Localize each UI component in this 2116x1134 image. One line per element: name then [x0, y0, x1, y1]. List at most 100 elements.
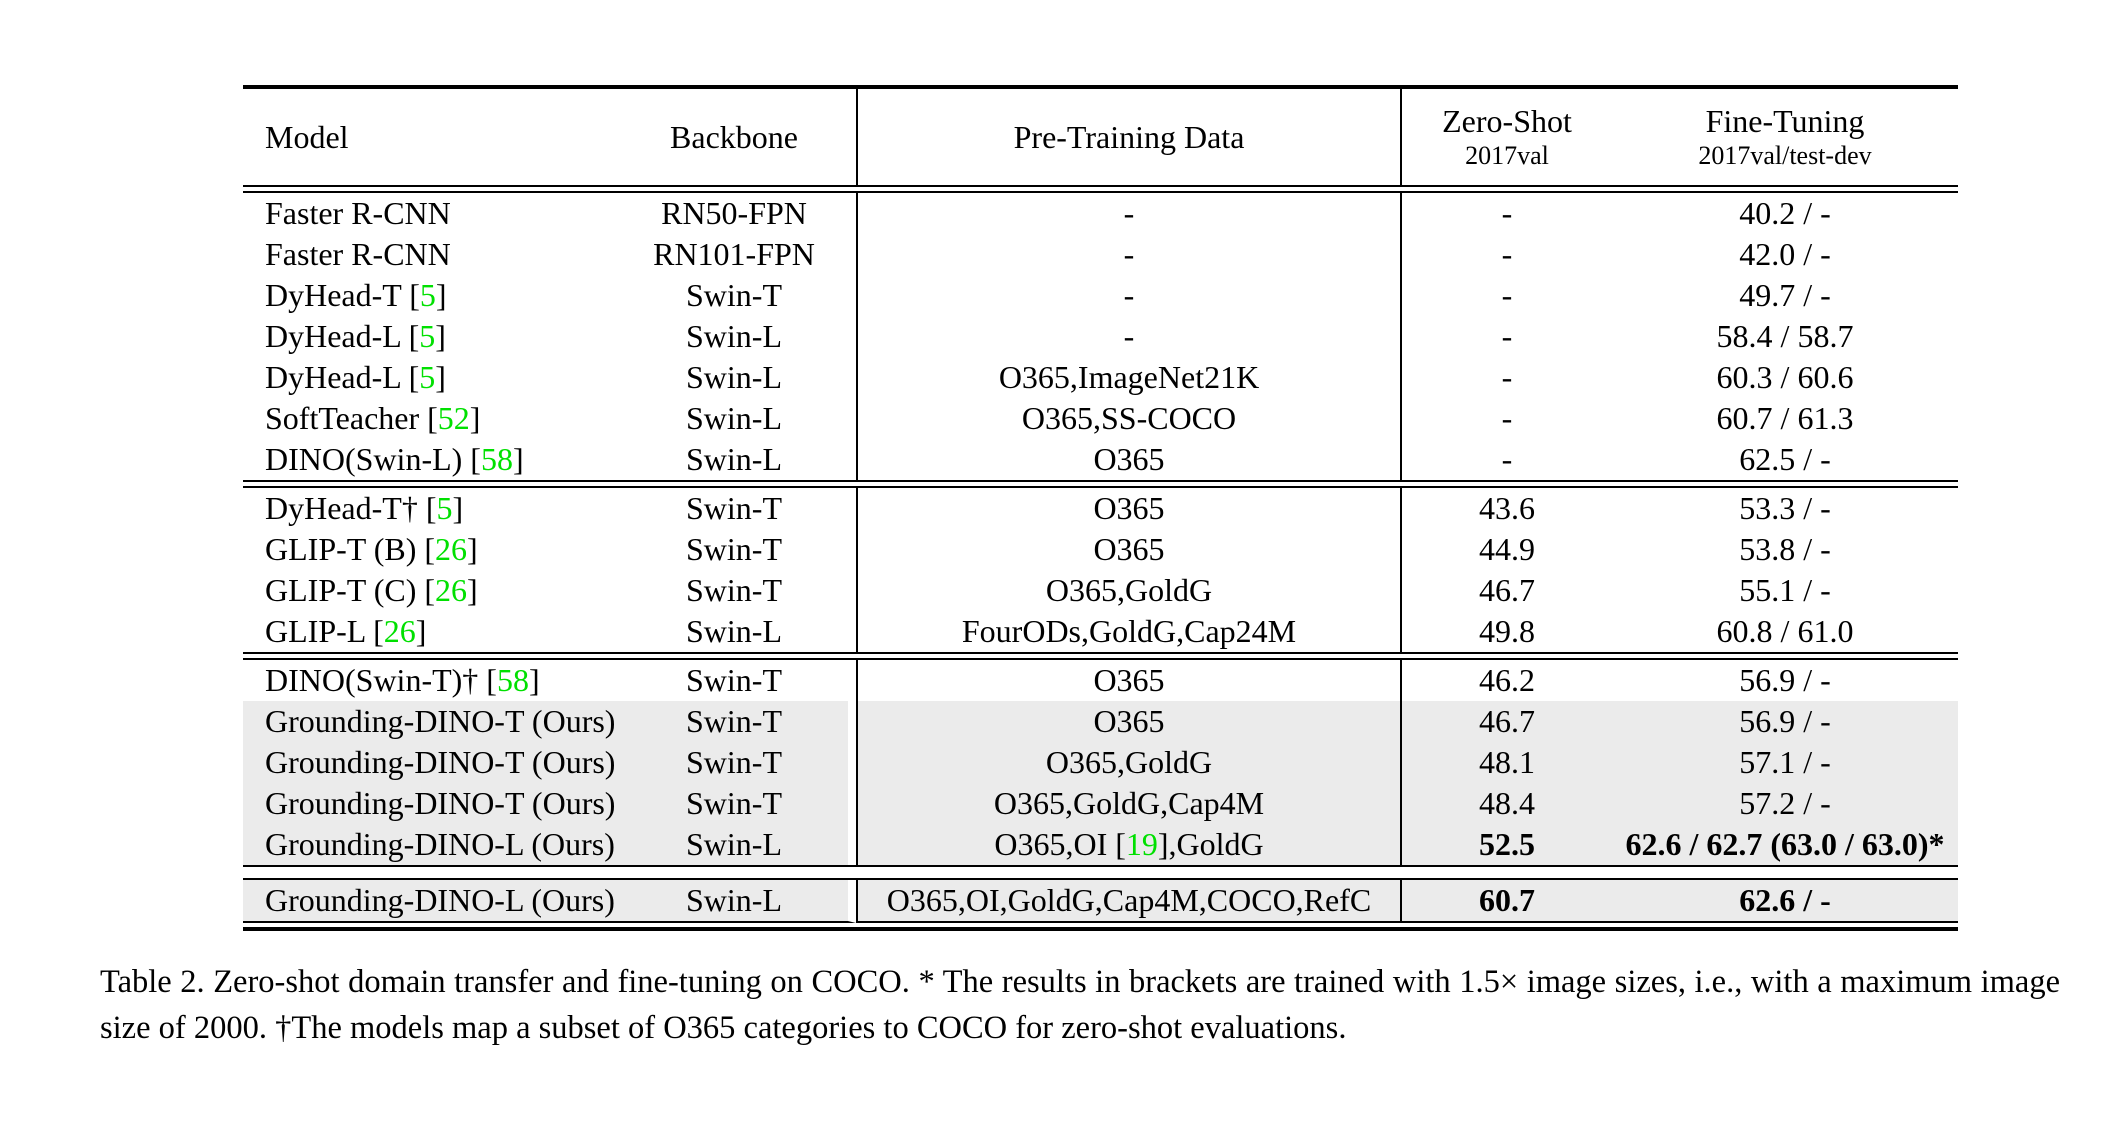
cell-pretrain: FourODs,GoldG,Cap24M [856, 611, 1400, 652]
column-header-model: Model [265, 118, 349, 155]
cell-model: GLIP-T (C) [26] [243, 570, 620, 611]
cell-backbone: Swin-T [620, 488, 856, 529]
text-segment: ] [467, 572, 478, 608]
header-separator [243, 185, 1958, 193]
table-bottom-rule [243, 923, 1958, 931]
cell-model: GLIP-L [26] [243, 611, 620, 652]
cell-model: Grounding-DINO-L (Ours) [243, 880, 620, 923]
cell-backbone: Swin-L [620, 398, 856, 439]
cell-zero-shot: 46.7 [1400, 570, 1612, 611]
cell-zero-shot: - [1400, 398, 1612, 439]
text-segment: DyHead-L [ [265, 318, 420, 354]
cell-pretrain: O365,GoldG [856, 570, 1400, 611]
cell-pretrain: - [856, 234, 1400, 275]
fine-tuning-sublabel: 2017val/test-dev [1698, 141, 1872, 170]
citation-number: 58 [480, 441, 513, 477]
text-segment: DyHead-L [ [265, 359, 420, 395]
citation-number: 5 [436, 490, 453, 526]
table-row: DyHead-L [5] Swin-L O365,ImageNet21K - 6… [243, 357, 1958, 398]
cell-fine-tuning: 60.3 / 60.6 [1716, 359, 1854, 395]
cell-backbone: Swin-T [620, 275, 856, 316]
cell-pretrain: O365,OI,GoldG,Cap4M,COCO,RefC [856, 880, 1400, 923]
text-segment: ] [415, 613, 427, 649]
cell-zero-shot: - [1400, 275, 1612, 316]
text-segment: ] [467, 531, 478, 567]
cell-fine-tuning: 62.6 / - [1612, 880, 1958, 923]
cell-model: GLIP-T (B) [26] [243, 529, 620, 570]
citation-number: 19 [1125, 826, 1158, 862]
cell-pretrain: - [856, 193, 1400, 234]
cell-fine-tuning: 49.7 / - [1739, 277, 1831, 313]
citation-number: 5 [419, 318, 436, 354]
cell-model: DyHead-L [5] [243, 357, 620, 398]
cell-zero-shot: 48.4 [1400, 783, 1612, 824]
cell-zero-shot: - [1400, 316, 1612, 357]
cell-backbone: Swin-L [620, 880, 856, 923]
table-row: Faster R-CNN RN101-FPN - - 42.0 / - [243, 234, 1958, 275]
table-caption: Table 2. Zero-shot domain transfer and f… [100, 964, 2060, 1047]
cell-zero-shot: 46.2 [1400, 660, 1612, 701]
text-segment: DINO(Swin-L) [ [265, 441, 481, 477]
cell-model: DyHead-T† [5] [243, 488, 620, 529]
text-segment: Grounding-DINO-L (Ours) [265, 882, 615, 918]
text-segment: Grounding-DINO-T (Ours) [265, 744, 616, 780]
cell-model: Grounding-DINO-L (Ours) [243, 824, 620, 865]
table-row: DINO(Swin-T)† [58] Swin-T O365 46.2 56.9… [243, 660, 1958, 701]
text-segment: ],GoldG [1157, 826, 1264, 862]
text-segment: O365 [1093, 441, 1165, 477]
text-segment: ] [452, 490, 464, 526]
cell-fine-tuning: 56.9 / - [1612, 701, 1958, 742]
cell-zero-shot: 52.5 [1400, 824, 1612, 865]
cell-pretrain: O365,GoldG [856, 742, 1400, 783]
text-segment: Grounding-DINO-T (Ours) [265, 703, 616, 739]
paper-page: Model Backbone Pre-Training Data Zero-Sh… [0, 85, 2116, 1134]
text-segment: O365,GoldG [1045, 744, 1213, 780]
header-row: Model Backbone Pre-Training Data Zero-Sh… [243, 89, 1958, 185]
cell-backbone: Swin-T [620, 742, 856, 783]
text-segment: GLIP-L [ [265, 613, 384, 649]
table-row: DyHead-T [5] Swin-T - - 49.7 / - [243, 275, 1958, 316]
table-row: GLIP-T (B) [26] Swin-T O365 44.9 53.8 / … [243, 529, 1958, 570]
text-segment: O365 [1093, 531, 1165, 567]
table-row: DINO(Swin-L) [58] Swin-L O365 - 62.5 / - [243, 439, 1958, 480]
cell-fine-tuning: 40.2 / - [1739, 195, 1831, 231]
cell-fine-tuning: 55.1 / - [1739, 572, 1831, 608]
cell-model: SoftTeacher [52] [243, 398, 620, 439]
cell-zero-shot: 49.8 [1400, 611, 1612, 652]
citation-number: 26 [383, 613, 416, 649]
text-segment: GLIP-T (B) [ [265, 531, 436, 567]
block-separator [243, 480, 1958, 488]
cell-model: DINO(Swin-T)† [58] [243, 660, 620, 701]
text-segment: DyHead-T [ [265, 277, 420, 313]
cell-fine-tuning: 57.2 / - [1612, 783, 1958, 824]
table-row: SoftTeacher [52] Swin-L O365,SS-COCO - 6… [243, 398, 1958, 439]
table-header: Model Backbone Pre-Training Data Zero-Sh… [243, 89, 1958, 193]
text-segment: O365,SS-COCO [1021, 400, 1237, 436]
cell-fine-tuning: 62.5 / - [1739, 441, 1831, 477]
text-segment: ] [435, 318, 446, 354]
text-segment: DyHead-T† [ [265, 490, 437, 526]
text-segment: ] [469, 400, 481, 436]
cell-fine-tuning: 60.7 / 61.3 [1716, 400, 1854, 436]
cell-fine-tuning: 53.3 / - [1739, 490, 1831, 526]
text-segment: ] [435, 359, 446, 395]
cell-backbone: Swin-T [620, 783, 856, 824]
cell-zero-shot: 60.7 [1400, 880, 1612, 923]
text-segment: ] [435, 277, 447, 313]
text-segment: ] [528, 662, 540, 698]
results-table: Model Backbone Pre-Training Data Zero-Sh… [243, 85, 1958, 931]
cell-pretrain: O365,OI [19],GoldG [856, 824, 1400, 865]
cell-pretrain: O365 [856, 660, 1400, 701]
cell-zero-shot: - [1400, 193, 1612, 234]
cell-model: DyHead-L [5] [243, 316, 620, 357]
text-segment: GLIP-T (C) [ [265, 572, 436, 608]
cell-pretrain: - [856, 275, 1400, 316]
cell-fine-tuning: 56.9 / - [1739, 662, 1831, 698]
cell-backbone: Swin-T [620, 701, 856, 742]
cell-model: DyHead-T [5] [243, 275, 620, 316]
text-segment: O365,ImageNet21K [998, 359, 1260, 395]
column-header-fine-tuning: Fine-Tuning 2017val/test-dev [1612, 89, 1958, 185]
text-segment: - [1123, 195, 1135, 231]
cell-pretrain: O365,ImageNet21K [856, 357, 1400, 398]
table-row: DyHead-L [5] Swin-L - - 58.4 / 58.7 [243, 316, 1958, 357]
